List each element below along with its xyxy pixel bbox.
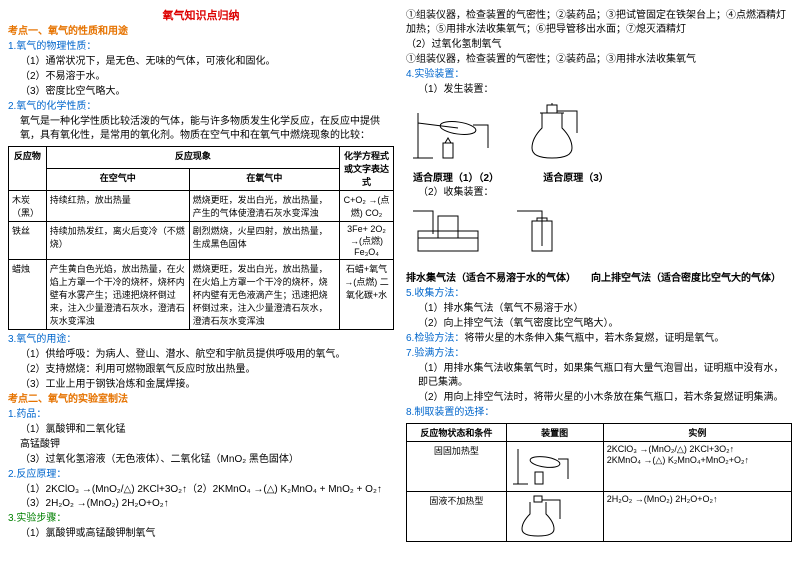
cell: 燃烧更旺，发出白光，放出热量，产生的气体使澄清石灰水变浑浊 — [189, 191, 339, 222]
apparatus-flask-icon — [512, 103, 592, 163]
use-l1: （1）供给呼吸：为病人、登山、潜水、航空和宇航员提供呼吸用的氧气。 — [8, 348, 394, 362]
cell: 2H₂O₂ →(MnO₂) 2H₂O+O₂↑ — [603, 492, 791, 542]
cap1: 适合原理（1）（2） — [406, 169, 506, 184]
generator-labels: 适合原理（1）（2） 适合原理（3） — [406, 169, 792, 184]
cap2: 适合原理（3） — [526, 169, 626, 184]
th-eq: 化学方程式或文字表达式 — [340, 147, 394, 191]
use-h: 3.氧气的用途： — [8, 333, 394, 347]
collect-l2: （2）向上排空气法（氧气密度比空气略大）。 — [406, 317, 792, 331]
full-l1: （1）用排水集气法收集氧气时，如果集气瓶口有大量气泡冒出，证明瓶中没有水，即已集… — [406, 362, 792, 390]
collect-l1: （1）排水集气法（氧气不易溶于水） — [406, 302, 792, 316]
cell: 剧烈燃烧，火星四射，放出热量，生成黑色固体 — [189, 222, 339, 260]
table-row: 蜡烛 产生黄白色光焰，放出热量，在火焰上方罩一个干冷的烧杯，烧杯内壁有水雾产生；… — [9, 260, 394, 330]
phys-h: 1.氧气的物理性质： — [8, 40, 394, 54]
table-row: 铁丝 持续加热发红，离火后变冷（不燃烧） 剧烈燃烧，火星四射，放出热量，生成黑色… — [9, 222, 394, 260]
cell: 蜡烛 — [9, 260, 47, 330]
upward-air-icon — [512, 206, 592, 266]
dev-h: 4.实验装置： — [406, 68, 792, 82]
th-air: 在空气中 — [46, 169, 189, 191]
reaction-table: 反应物 反应现象 化学方程式或文字表达式 在空气中 在氧气中 木炭（黑） 持续红… — [8, 146, 394, 330]
steps2: （2）过氧化氢制氧气 — [406, 38, 792, 52]
table-row: 固固加热型 2KClO₃ →(MnO₂/△) 2KCl+3O₂↑ 2KMnO₄ … — [407, 442, 792, 492]
collect-h: 5.收集方法： — [406, 287, 792, 301]
use-l2: （2）支持燃烧：利用可燃物跟氧气反应时放出热量。 — [8, 363, 394, 377]
cell: 产生黄白色光焰，放出热量，在火焰上方罩一个干冷的烧杯，烧杯内壁有水雾产生；迅速把… — [46, 260, 189, 330]
chem-desc: 氧气是一种化学性质比较活泼的气体，能与许多物质发生化学反应，在反应中提供氧，具有… — [8, 115, 394, 143]
collector-labels: 排水集气法（适合不易溶于水的气体） 向上排空气法（适合密度比空气大的气体） — [406, 272, 792, 286]
steps3: ①组装仪器，检查装置的气密性；②装药品；③用排水法收集氧气 — [406, 53, 792, 67]
generator-images — [406, 101, 792, 165]
th1: 反应物状态和条件 — [407, 424, 507, 442]
full-h: 7.验满方法： — [406, 347, 792, 361]
cap3: 排水集气法（适合不易溶于水的气体） — [406, 273, 571, 284]
cell: 持续红热，放出热量 — [46, 191, 189, 222]
full-l2: （2）用向上排空气法时，将带火星的小木条放在集气瓶口，若木条复燃证明集满。 — [406, 391, 792, 405]
cell: 木炭（黑） — [9, 191, 47, 222]
cell: 石蜡+氧气 →(点燃) 二氧化碳+水 — [340, 260, 394, 330]
sec2-title: 考点二、氧气的实验室制法 — [8, 393, 394, 407]
drug-l2: 高锰酸钾 — [8, 438, 394, 452]
th-o2: 在氧气中 — [189, 169, 339, 191]
drug-l1: （1）氯酸钾和二氧化锰 — [8, 423, 394, 437]
dev-l2: （2）收集装置： — [406, 186, 792, 200]
right-column: ①组装仪器，检查装置的气密性；②装药品；③把试管固定在铁架台上；④点燃酒精灯加热… — [406, 8, 792, 545]
th3: 实例 — [603, 424, 791, 442]
use-l3: （3）工业上用于钢铁冶炼和金属焊接。 — [8, 378, 394, 392]
cell: 固固加热型 — [407, 442, 507, 492]
device-choice-table: 反应物状态和条件 装置图 实例 固固加热型 2KClO₃ →(MnO₂/△) 2… — [406, 423, 792, 542]
apparatus-heating-icon — [408, 103, 488, 163]
react-eq: （1）2KClO₃ →(MnO₂/△) 2KCl+3O₂↑（2）2KMnO₄ →… — [8, 483, 394, 511]
cell: 2KClO₃ →(MnO₂/△) 2KCl+3O₂↑ 2KMnO₄ →(△) K… — [603, 442, 791, 492]
step-l1: （1）氯酸钾或高锰酸钾制氧气 — [8, 527, 394, 541]
cell: C+O₂ →(点燃) CO₂ — [340, 191, 394, 222]
step-h: 3.实验步骤： — [8, 512, 394, 526]
main-title: 氧气知识点归纳 — [8, 9, 394, 24]
drug-h: 1.药品： — [8, 408, 394, 422]
th-react: 反应物 — [9, 147, 47, 191]
drug-l3: （3）过氧化氢溶液（无色液体）、二氧化锰（MnO₂ 黑色固体） — [8, 453, 394, 467]
phys-l2: （2）不易溶于水。 — [8, 70, 394, 84]
cell: 固液不加热型 — [407, 492, 507, 542]
cell-img — [506, 492, 603, 542]
th2: 装置图 — [506, 424, 603, 442]
collector-images — [406, 204, 792, 268]
phys-l1: （1）通常状况下，是无色、无味的气体，可液化和固化。 — [8, 55, 394, 69]
verify-h: 6.检验方法： — [406, 333, 464, 344]
left-column: 氧气知识点归纳 考点一、氧气的性质和用途 1.氧气的物理性质： （1）通常状况下… — [8, 8, 394, 545]
phys-l3: （3）密度比空气略大。 — [8, 85, 394, 99]
cell: 铁丝 — [9, 222, 47, 260]
react-h: 2.反应原理： — [8, 468, 394, 482]
sec1-title: 考点一、氧气的性质和用途 — [8, 25, 394, 39]
cell-img — [506, 442, 603, 492]
verify-t: 将带火星的木条伸入集气瓶中，若木条复燃，证明是氧气。 — [464, 333, 724, 344]
choose-h: 8.制取装置的选择： — [406, 406, 792, 420]
cell: 持续加热发红，离火后变冷（不燃烧） — [46, 222, 189, 260]
dev-l1: （1）发生装置： — [406, 83, 792, 97]
steps1: ①组装仪器，检查装置的气密性；②装药品；③把试管固定在铁架台上；④点燃酒精灯加热… — [406, 9, 792, 37]
chem-h: 2.氧气的化学性质： — [8, 100, 394, 114]
cell: 3Fe+ 2O₂ →(点燃) Fe₃O₄ — [340, 222, 394, 260]
table-row: 固液不加热型 2H₂O₂ →(MnO₂) 2H₂O+O₂↑ — [407, 492, 792, 542]
cell: 燃烧更旺，发出白光，放出热量，在火焰上方罩一个干冷的烧杯，烧杯内壁有无色液滴产生… — [189, 260, 339, 330]
table-row: 木炭（黑） 持续红热，放出热量 燃烧更旺，发出白光，放出热量，产生的气体使澄清石… — [9, 191, 394, 222]
water-displacement-icon — [408, 206, 488, 266]
cap4: 向上排空气法（适合密度比空气大的气体） — [591, 273, 781, 284]
th-phenom: 反应现象 — [46, 147, 339, 169]
